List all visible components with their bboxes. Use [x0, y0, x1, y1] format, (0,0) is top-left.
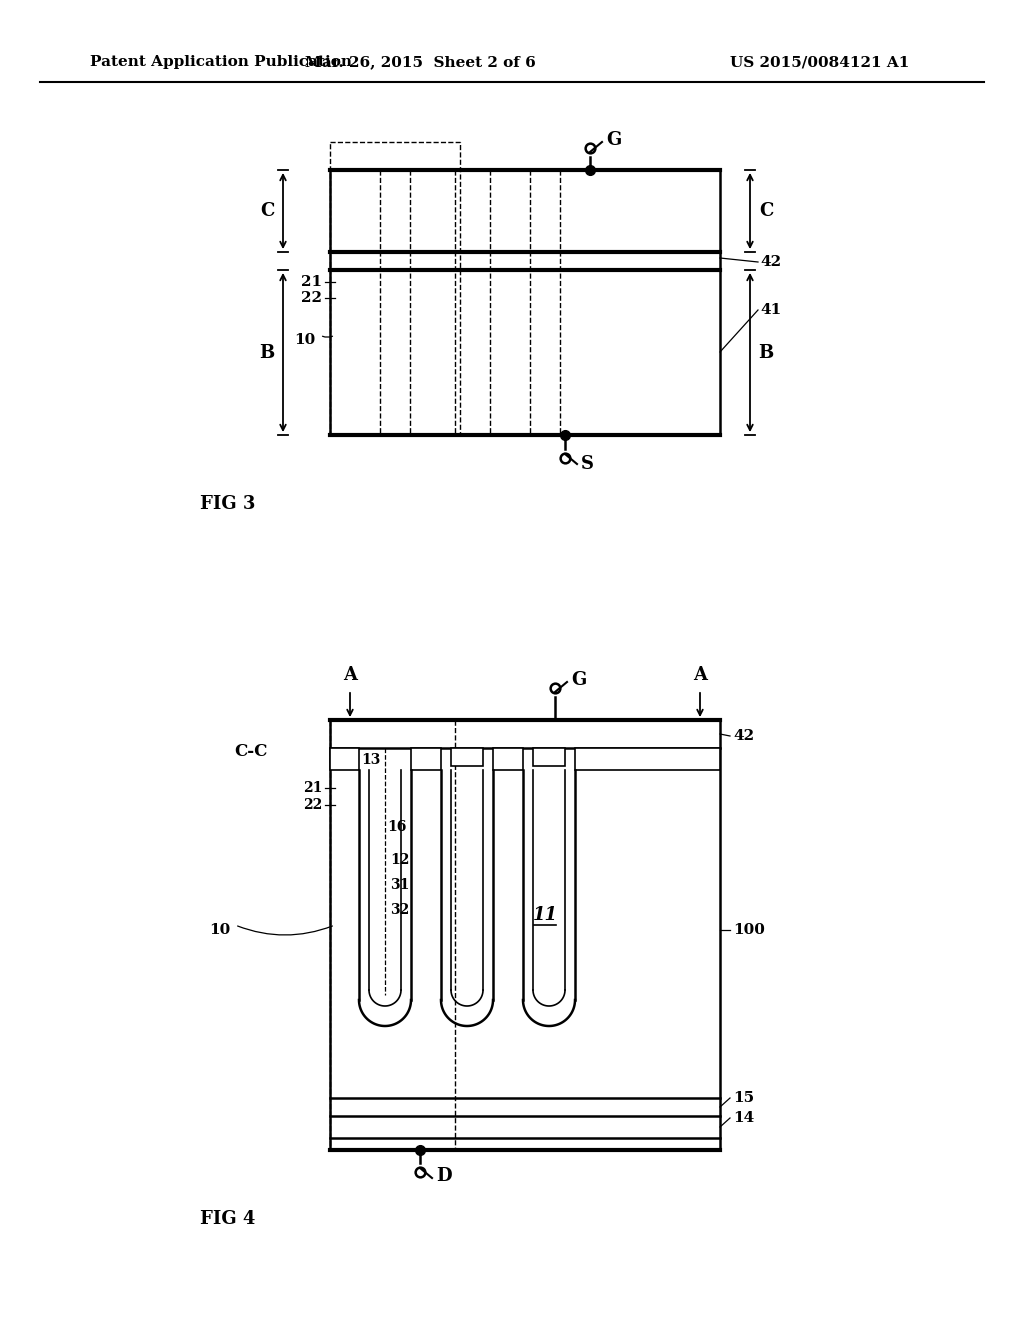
Text: 15: 15 [733, 1092, 754, 1105]
Bar [330, 143, 460, 436]
Text: 42: 42 [733, 729, 754, 743]
Text: Patent Application Publication: Patent Application Publication [90, 55, 352, 69]
Text: US 2015/0084121 A1: US 2015/0084121 A1 [730, 55, 909, 69]
Text: G: G [606, 131, 622, 149]
Text: B: B [759, 343, 773, 362]
Text: D: D [436, 1167, 452, 1185]
Bar [330, 170, 720, 436]
Text: 32: 32 [390, 903, 410, 917]
Bar [330, 719, 455, 1150]
Bar [451, 748, 483, 766]
Text: 22: 22 [301, 290, 322, 305]
Text: 13: 13 [361, 752, 381, 767]
Text: 43: 43 [462, 752, 481, 767]
Text: 12: 12 [390, 853, 410, 867]
Text: 21: 21 [303, 781, 322, 795]
Text: Mar. 26, 2015  Sheet 2 of 6: Mar. 26, 2015 Sheet 2 of 6 [304, 55, 536, 69]
Bar [534, 748, 565, 766]
Text: 31: 31 [390, 878, 410, 892]
Text: C: C [260, 202, 274, 220]
Text: A: A [343, 667, 357, 684]
Text: 21: 21 [301, 275, 322, 289]
Text: 10: 10 [294, 333, 315, 347]
Text: B: B [259, 343, 274, 362]
Bar [575, 748, 720, 770]
Text: 11: 11 [532, 906, 557, 924]
Bar [411, 748, 441, 770]
Text: S: S [581, 455, 594, 473]
Text: 42: 42 [760, 255, 781, 269]
Bar [493, 748, 523, 770]
Text: 16: 16 [387, 820, 407, 834]
Text: 14: 14 [733, 1111, 755, 1125]
Text: FIG 3: FIG 3 [200, 495, 255, 513]
Text: A: A [693, 667, 707, 684]
Text: C: C [759, 202, 773, 220]
Text: 41: 41 [760, 304, 781, 317]
Text: 22: 22 [303, 799, 322, 812]
Bar [330, 719, 720, 1150]
Text: 100: 100 [733, 923, 765, 937]
Text: G: G [571, 671, 587, 689]
Text: FIG 4: FIG 4 [200, 1210, 255, 1228]
Text: 10: 10 [209, 923, 230, 937]
Text: C-C: C-C [234, 743, 268, 760]
Bar [330, 748, 359, 770]
